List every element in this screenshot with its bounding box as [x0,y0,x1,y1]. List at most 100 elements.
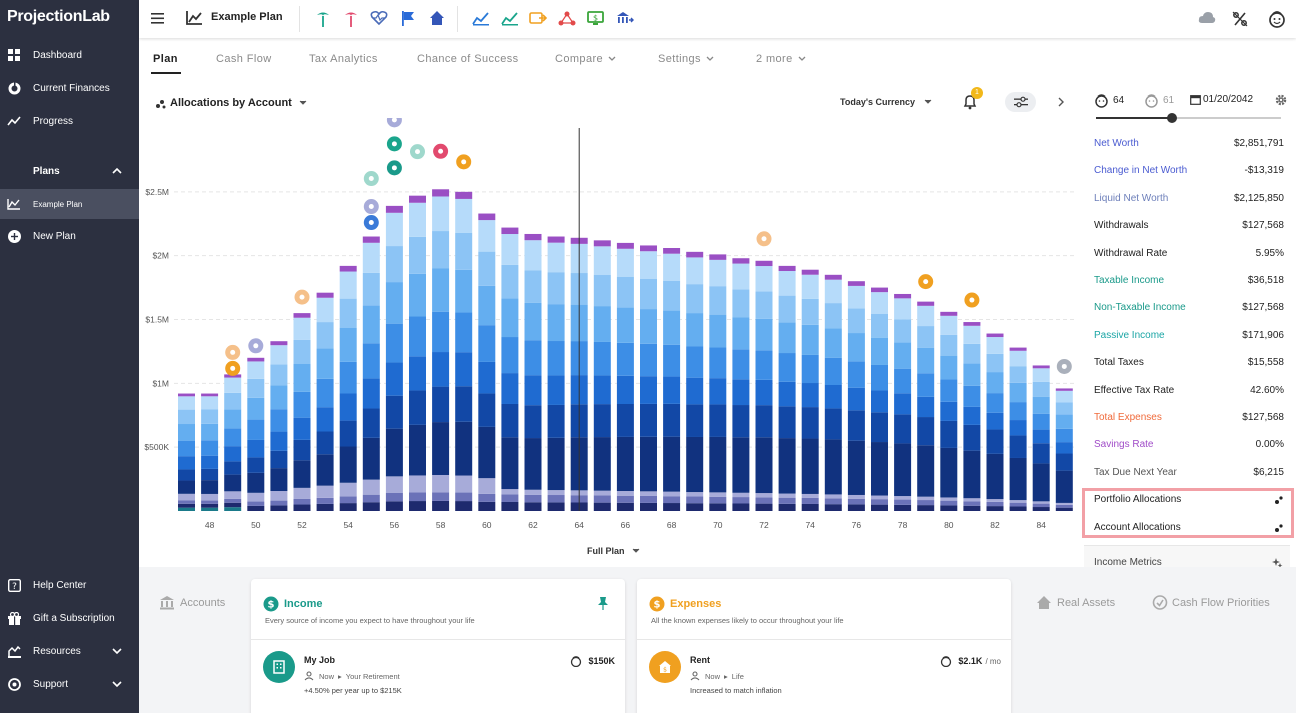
chart-filter-button[interactable] [1005,92,1036,112]
sidebar-section-plans[interactable]: Plans [0,156,139,186]
plan-title[interactable]: Example Plan [211,11,283,23]
tab-plan[interactable]: Plan [153,53,178,65]
bar-stack[interactable] [778,265,796,511]
metric-row[interactable]: Liquid Net Worth $2,125,850 [1094,193,1284,211]
bar-stack[interactable] [871,287,888,511]
bar-stack[interactable] [986,333,1004,511]
palm-tree-icon[interactable] [315,10,333,28]
bar-stack[interactable] [824,274,842,511]
bar-stack[interactable] [917,301,935,511]
bar-stack[interactable] [1055,388,1073,511]
home-icon[interactable] [429,10,447,28]
metric-row[interactable]: Portfolio Allocations [1094,494,1284,512]
bar-stack[interactable] [385,205,403,511]
tab-cash-flow[interactable]: Cash Flow [216,53,272,65]
bar-stack[interactable] [247,357,265,511]
transfer-icon[interactable] [529,10,547,28]
panel-settings-button[interactable] [1275,94,1287,106]
timeline-slider-track[interactable] [1096,117,1176,119]
face-icon[interactable] [1268,10,1286,28]
bar-stack[interactable] [686,251,704,511]
bar-stack[interactable] [178,393,195,511]
timeframe-selector[interactable]: Full Plan [587,546,641,556]
money-screen-icon[interactable]: $ [587,10,605,28]
bar-stack[interactable] [455,191,473,511]
timeline-slider-handle[interactable] [1167,113,1177,123]
pin-icon[interactable] [597,596,609,610]
bar-stack[interactable] [293,313,311,511]
tab-more[interactable]: 2 more [756,53,806,65]
age-primary[interactable]: 64 [1094,93,1124,108]
bar-stack[interactable] [663,248,681,511]
metric-row[interactable]: Taxable Income $36,518 [1094,275,1284,293]
metric-row[interactable]: Change in Net Worth -$13,319 [1094,165,1284,183]
currency-selector[interactable]: Today's Currency [840,97,933,107]
bar-stack[interactable] [755,260,773,511]
percent-off-icon[interactable] [1231,10,1249,28]
bar-stack[interactable] [501,227,519,511]
bar-stack[interactable] [894,293,912,511]
metric-row[interactable]: Non-Taxable Income $127,568 [1094,302,1284,320]
accounts-tab[interactable]: Accounts [159,595,225,610]
menu-icon[interactable] [150,10,168,28]
metric-row[interactable]: Effective Tax Rate 42.60% [1094,385,1284,403]
metric-row[interactable]: Tax Due Next Year $6,215 [1094,467,1284,485]
sidebar-item-example-plan[interactable]: Example Plan [0,189,139,219]
tab-compare[interactable]: Compare [555,53,616,65]
expenses-card-title[interactable]: $ Expenses [649,596,721,612]
bar-stack[interactable] [201,393,219,511]
bar-stack[interactable] [1009,347,1027,511]
bar-stack[interactable] [640,245,657,511]
bar-stack[interactable] [1032,365,1050,511]
cash-flow-priorities-tab[interactable]: Cash Flow Priorities [1152,595,1270,610]
bar-stack[interactable] [224,374,242,511]
bar-stack[interactable] [524,233,542,511]
bar-stack[interactable] [732,258,750,511]
sidebar-item-dashboard[interactable]: Dashboard [0,40,139,70]
bar-stack[interactable] [963,322,981,511]
tab-chance-of-success[interactable]: Chance of Success [417,53,519,65]
bank-transfer-icon[interactable] [616,10,634,28]
chart-type-selector[interactable]: Allocations by Account [155,97,308,109]
bar-stack[interactable] [616,242,634,511]
sidebar-item-support[interactable]: Support [0,669,139,699]
brand-logo[interactable]: ProjectionLab [7,8,110,25]
date-display[interactable]: 01/20/2042 [1190,94,1253,105]
palm-tree-red-icon[interactable] [343,10,361,28]
bar-stack[interactable] [801,269,819,511]
sidebar-item-progress[interactable]: Progress [0,106,139,136]
age-secondary[interactable]: 61 [1144,93,1174,108]
allocations-chart[interactable]: $500K $1M $1.5M $2M $2.5M 48 50 52 54 56 58 60 62 64… [139,118,1084,563]
metric-row[interactable]: Total Taxes $15,558 [1094,357,1284,375]
income-card-title[interactable]: $ Income [263,596,323,612]
network-icon[interactable] [558,10,576,28]
metric-row[interactable]: Withdrawals $127,568 [1094,220,1284,238]
sidebar-item-resources[interactable]: Resources [0,636,139,666]
sidebar-item-gift[interactable]: Gift a Subscription [0,603,139,633]
metric-row[interactable]: Savings Rate 0.00% [1094,439,1284,457]
metric-row[interactable]: Account Allocations [1094,522,1284,540]
bar-stack[interactable] [547,236,565,511]
bar-stack[interactable] [847,281,865,511]
panel-next-button[interactable] [1056,96,1066,108]
bar-stack[interactable] [362,236,380,511]
heart-pulse-icon[interactable] [370,10,388,28]
metric-row[interactable]: Net Worth $2,851,791 [1094,138,1284,156]
bar-stack[interactable] [478,213,496,511]
invest-green-icon[interactable] [501,10,519,28]
milestone-marker-icon[interactable] [386,118,402,128]
metric-row[interactable]: Total Expenses $127,568 [1094,412,1284,430]
bar-stack[interactable] [339,265,357,511]
sidebar-item-help-center[interactable]: ? Help Center [0,570,139,600]
invest-up-icon[interactable] [472,10,490,28]
bar-stack[interactable] [270,341,288,511]
metric-row[interactable]: Passive Income $171,906 [1094,330,1284,348]
tab-tax-analytics[interactable]: Tax Analytics [309,53,378,65]
sidebar-item-current-finances[interactable]: Current Finances [0,73,139,103]
flag-icon[interactable] [400,10,418,28]
cloud-sync-icon[interactable] [1198,10,1216,28]
notifications-button[interactable]: 1 [962,87,983,110]
bar-stack[interactable] [593,240,611,511]
bar-stack[interactable] [940,311,958,511]
bar-stack[interactable] [709,254,727,511]
